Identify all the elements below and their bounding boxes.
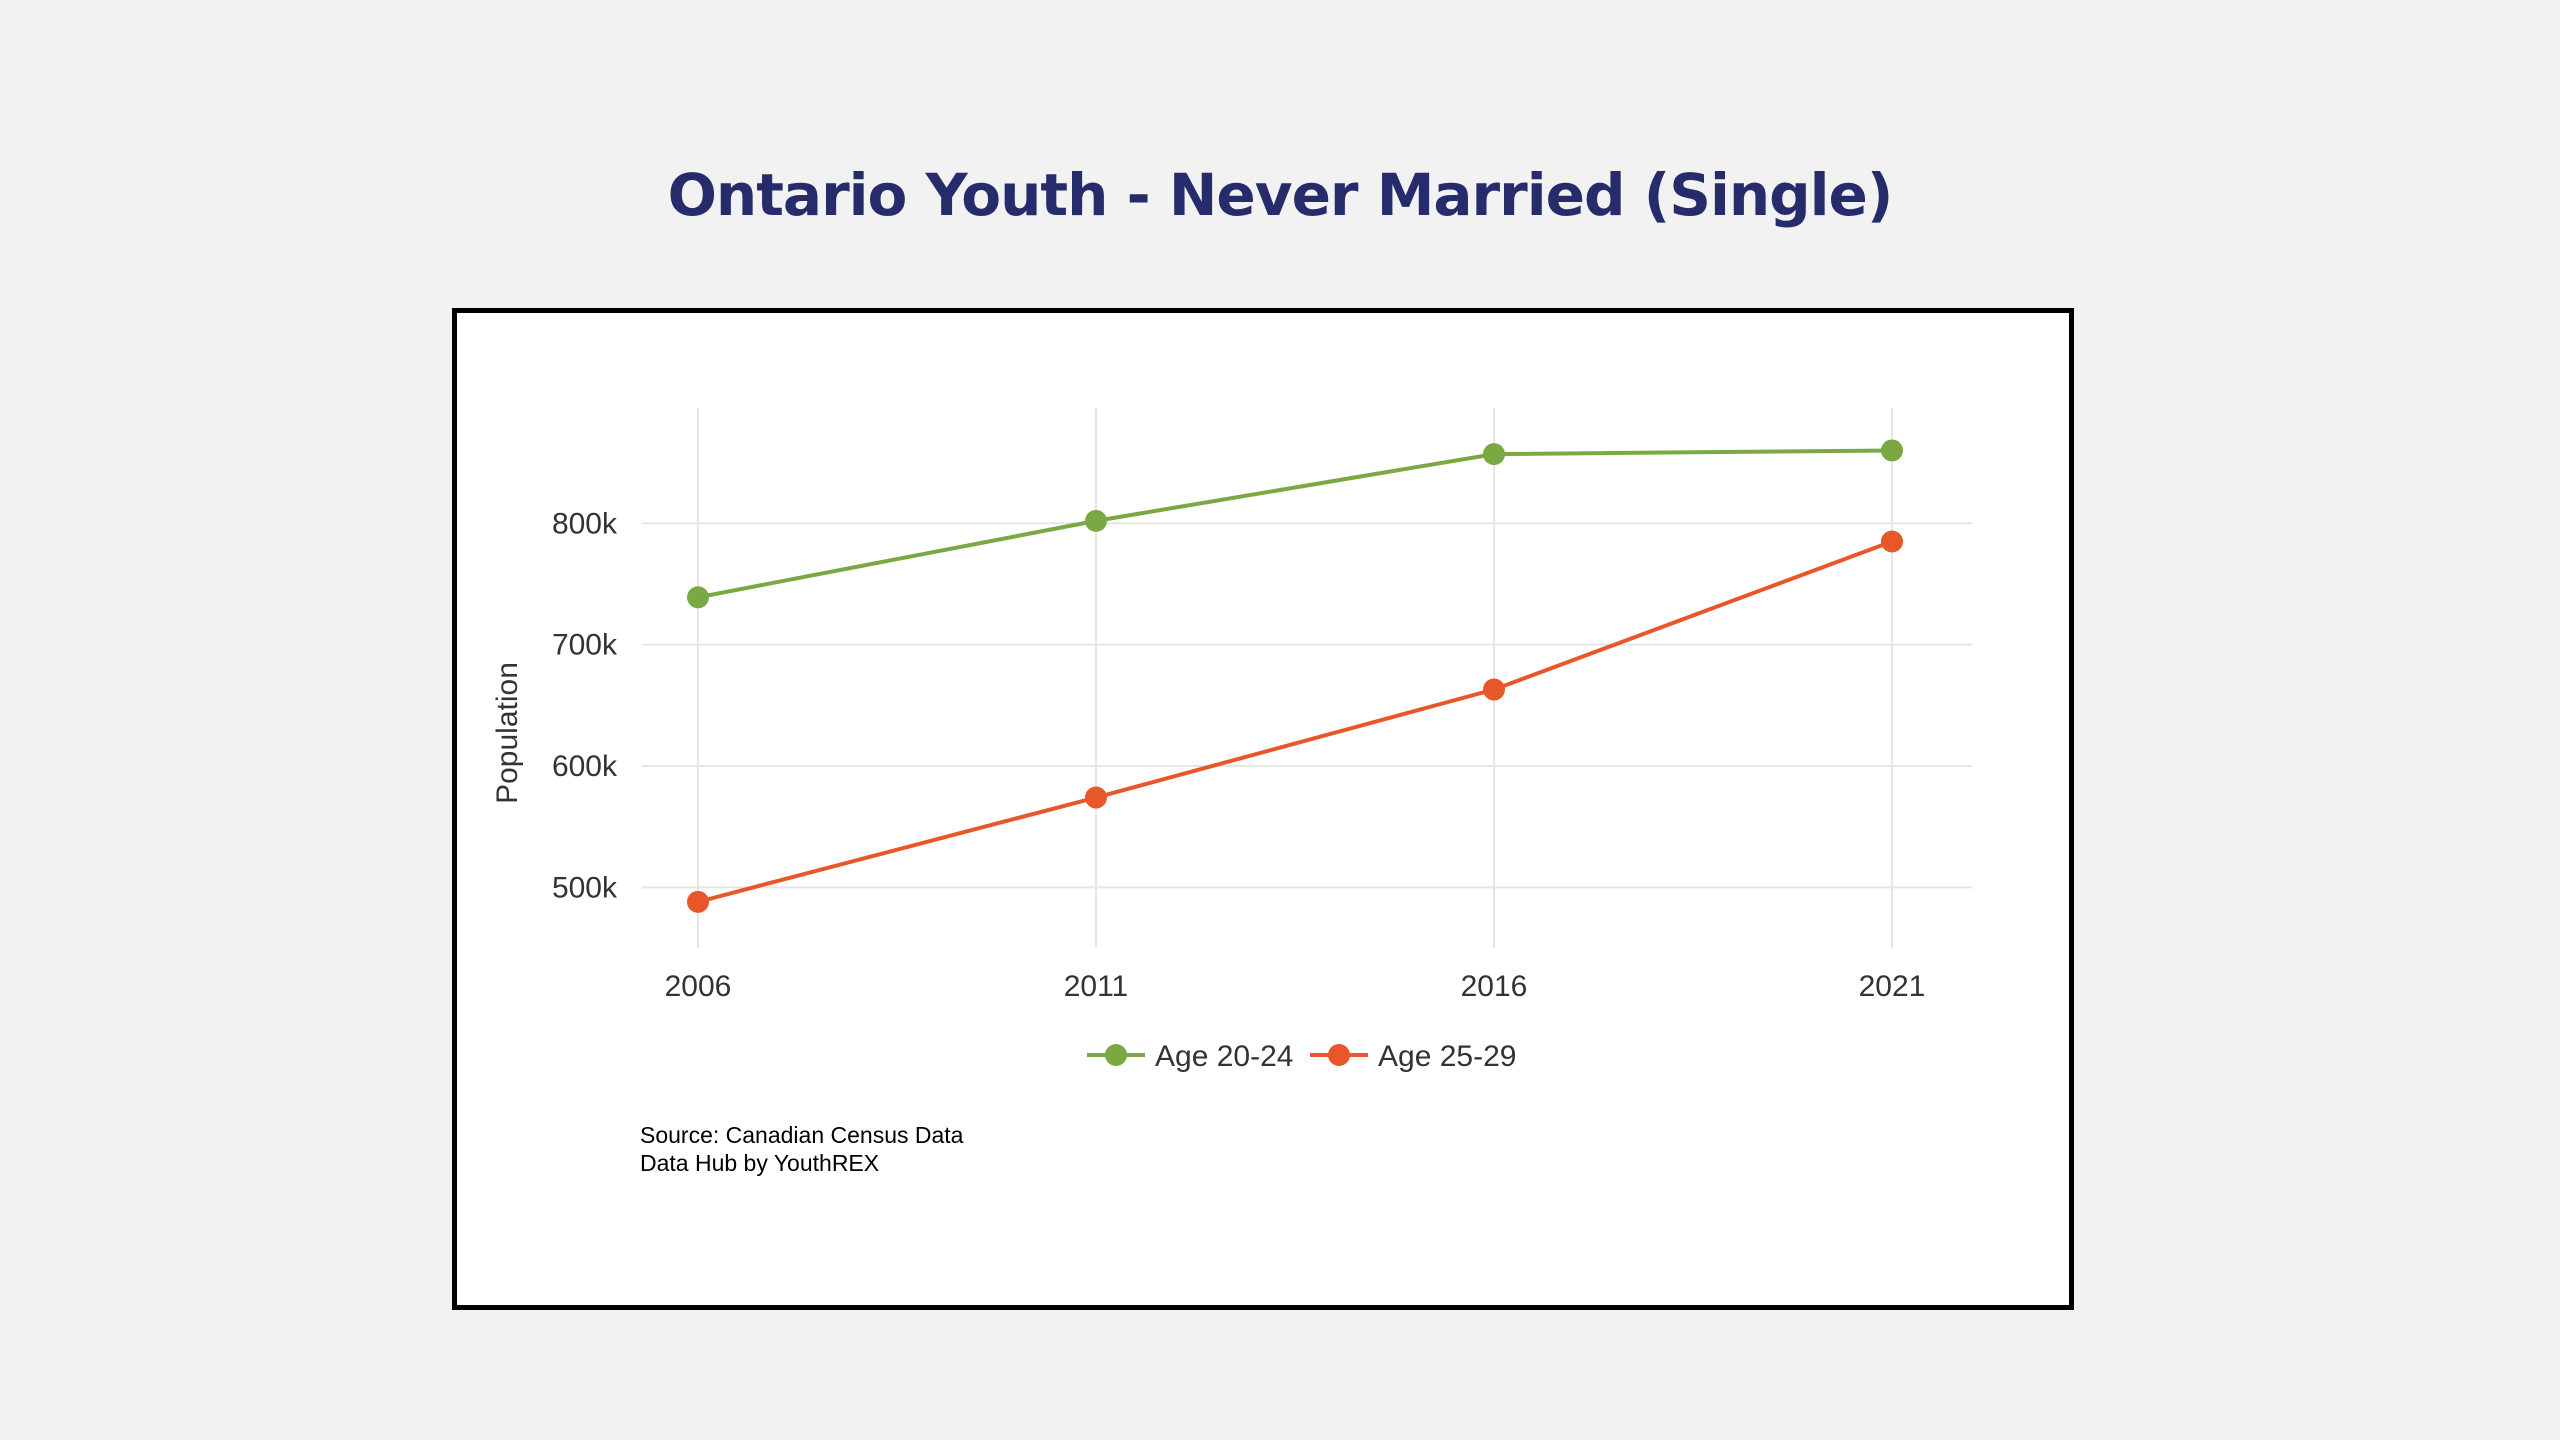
data-point: [1483, 678, 1505, 701]
data-point: [1881, 530, 1903, 553]
series-line-1: [697, 539, 1893, 904]
x-tick-label: 2021: [1859, 970, 1926, 1003]
y-tick-label: 500k: [552, 871, 618, 904]
y-tick-label: 700k: [552, 629, 618, 662]
line-chart: 2006 2011 2016 2021 500k 600k 700k 800k Populati…: [491, 408, 1972, 1073]
series-line-0: [697, 448, 1893, 600]
legend-marker-0: [1105, 1044, 1127, 1066]
page-title: Ontario Youth - Never Married (Single): [667, 161, 1894, 229]
data-point: [1881, 439, 1903, 462]
source-line-1: Source: Canadian Census Data: [640, 1122, 964, 1148]
source-note: Source: Canadian Census Data Data Hub by…: [640, 1121, 963, 1177]
legend-label: Age 20-24: [1155, 1040, 1293, 1073]
data-point: [687, 890, 709, 913]
legend: Age 20-24 Age 25-29: [1087, 1040, 1516, 1073]
data-point: [1085, 786, 1107, 809]
y-tick-label: 800k: [552, 507, 618, 540]
chart-frame: 2006 2011 2016 2021 500k 600k 700k 800k Populati…: [452, 308, 2074, 1310]
data-point: [1483, 443, 1505, 466]
series-layer: [687, 439, 1903, 913]
data-point: [1085, 509, 1107, 532]
y-axis-label: Population: [491, 662, 524, 804]
source-line-2: Data Hub by YouthREX: [640, 1150, 880, 1176]
x-tick-label: 2006: [665, 970, 732, 1003]
grid-layer: [642, 408, 1972, 948]
axis-layer: 2006 2011 2016 2021 500k 600k 700k 800k Populati…: [491, 507, 1925, 1003]
legend-marker-1: [1328, 1044, 1350, 1066]
x-tick-label: 2016: [1461, 970, 1528, 1003]
x-tick-label: 2011: [1064, 970, 1129, 1003]
legend-label: Age 25-29: [1378, 1040, 1516, 1073]
y-tick-label: 600k: [552, 750, 618, 783]
data-point: [687, 586, 709, 609]
